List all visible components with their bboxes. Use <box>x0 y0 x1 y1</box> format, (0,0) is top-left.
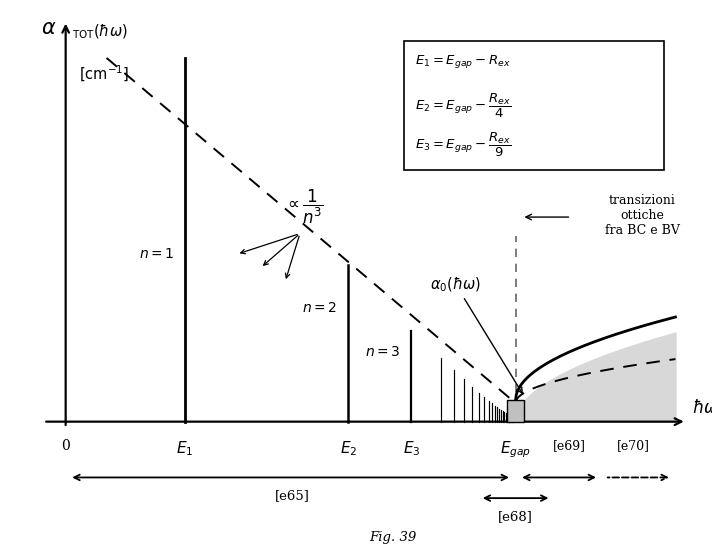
Text: 0: 0 <box>61 439 70 453</box>
Text: $_{\rm TOT}(\hbar\omega)$: $_{\rm TOT}(\hbar\omega)$ <box>72 23 127 41</box>
Text: [e65]: [e65] <box>275 489 310 502</box>
Text: $E_3 = E_{gap} - \dfrac{R_{ex}}{9}$: $E_3 = E_{gap} - \dfrac{R_{ex}}{9}$ <box>415 131 511 159</box>
Text: [e68]: [e68] <box>498 510 533 522</box>
Text: $n = 1$: $n = 1$ <box>139 247 174 261</box>
Text: transizioni
ottiche
fra BC e BV: transizioni ottiche fra BC e BV <box>604 193 679 237</box>
Text: $\alpha_0(\hbar\omega)$: $\alpha_0(\hbar\omega)$ <box>430 275 522 393</box>
Bar <box>404 42 664 170</box>
Text: [e70]: [e70] <box>617 439 649 452</box>
Text: $E_3$: $E_3$ <box>403 439 420 458</box>
Bar <box>508 400 524 422</box>
Text: $\alpha$: $\alpha$ <box>41 19 57 38</box>
Text: $E_2$: $E_2$ <box>340 439 357 458</box>
Text: $E_1$: $E_1$ <box>176 439 194 458</box>
Text: $\propto \dfrac{1}{n^3}$: $\propto \dfrac{1}{n^3}$ <box>284 188 323 226</box>
Text: $E_2 = E_{gap} - \dfrac{R_{ex}}{4}$: $E_2 = E_{gap} - \dfrac{R_{ex}}{4}$ <box>415 92 511 120</box>
Text: $n = 2$: $n = 2$ <box>302 301 337 315</box>
Text: $\hbar\omega$: $\hbar\omega$ <box>692 399 712 417</box>
Text: $[\rm cm^{-1}]$: $[\rm cm^{-1}]$ <box>79 64 130 84</box>
Text: Fig. 39: Fig. 39 <box>370 531 417 544</box>
Text: $E_{gap}$: $E_{gap}$ <box>500 439 531 460</box>
Text: $n = 3$: $n = 3$ <box>365 345 401 359</box>
Text: [e69]: [e69] <box>553 439 585 452</box>
Text: $E_1 = E_{gap} - R_{ex}$: $E_1 = E_{gap} - R_{ex}$ <box>415 53 511 70</box>
